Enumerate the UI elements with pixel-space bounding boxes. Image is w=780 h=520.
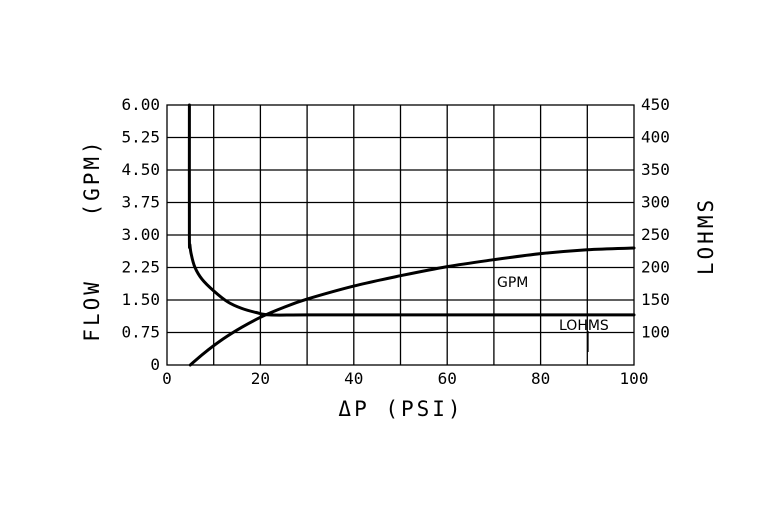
y-left-tick-label: 4.50 [121, 160, 160, 179]
series-line-lohms [187, 103, 636, 317]
y-axis-right-title: LOHMS [694, 197, 718, 275]
y-right-tick-label: 250 [641, 225, 670, 244]
x-axis-title: ΔP (PSI) [338, 397, 463, 421]
x-tick-label: 40 [344, 369, 363, 388]
y-left-tick-label: 2.25 [121, 258, 160, 277]
y-right-tick-label: 450 [641, 95, 670, 114]
y-axis-left-title: FLOW (GPM) [80, 138, 104, 341]
grid [166, 104, 635, 366]
y-right-tick-label: 200 [641, 258, 670, 277]
curves [187, 103, 636, 367]
series-label-gpm: GPM [497, 275, 528, 291]
y-left-tick-label: 3.00 [121, 225, 160, 244]
y-left-tick-label: 5.25 [121, 128, 160, 147]
x-tick-label: 20 [251, 369, 270, 388]
series-line-gpm [188, 246, 636, 367]
x-tick-label: 60 [438, 369, 457, 388]
y-left-tick-label: 0 [150, 355, 160, 374]
y-right-tick-label: 300 [641, 193, 670, 212]
x-tick-label: 0 [162, 369, 172, 388]
series-label-lohms: LOHMS [559, 318, 609, 334]
y-left-tick-label: 1.50 [121, 290, 160, 309]
y-left-tick-label: 6.00 [121, 95, 160, 114]
y-right-tick-label: 100 [641, 323, 670, 342]
x-tick-label: 80 [531, 369, 550, 388]
x-tick-label: 100 [620, 369, 649, 388]
tick-labels: 0 20 40 60 80 100 0 0.75 1.50 2.25 3.00 3.75 4.50 5.2… [121, 95, 669, 388]
y-right-tick-label: 400 [641, 128, 670, 147]
y-right-tick-label: 350 [641, 160, 670, 179]
y-right-tick-label: 150 [641, 290, 670, 309]
y-left-tick-label: 0.75 [121, 323, 160, 342]
y-left-tick-label: 3.75 [121, 193, 160, 212]
